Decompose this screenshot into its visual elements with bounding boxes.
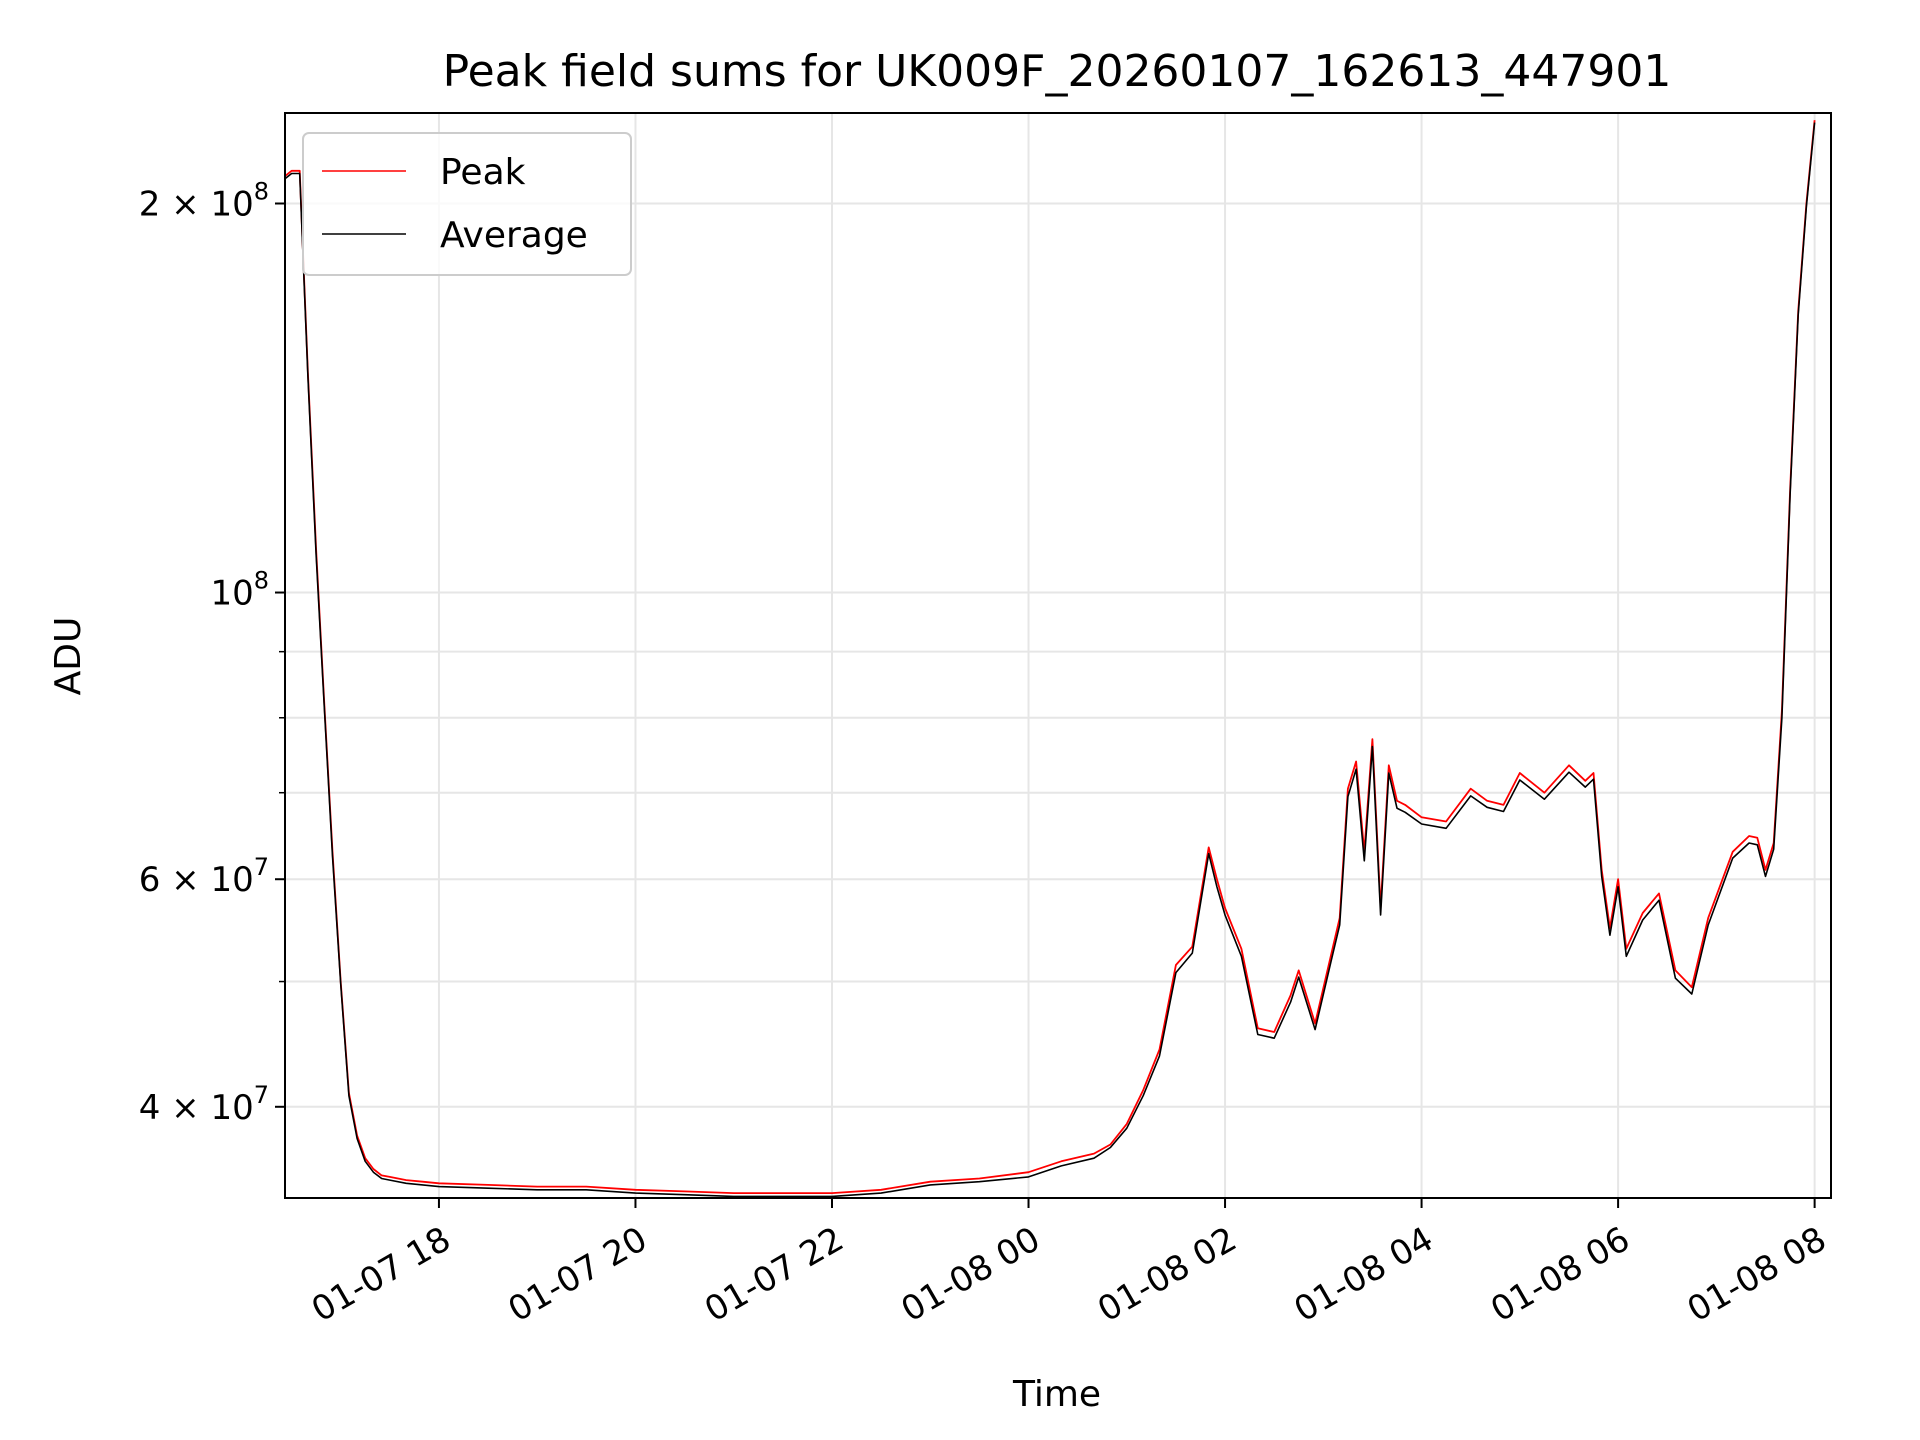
y-tick-label: 2 × 108 bbox=[139, 178, 269, 225]
plot-frame bbox=[284, 112, 1832, 1199]
y-tick-label: 6 × 107 bbox=[139, 853, 269, 900]
series-layer bbox=[285, 120, 1816, 1198]
y-tick-label: 4 × 107 bbox=[139, 1081, 269, 1128]
y-axis-label: ADU bbox=[48, 617, 89, 696]
legend-label-average: Average bbox=[440, 215, 588, 256]
x-axis-label: Time bbox=[1012, 1374, 1101, 1415]
legend: Peak Average bbox=[302, 132, 632, 276]
y-tick-label: 108 bbox=[210, 567, 269, 614]
series-line-average bbox=[285, 122, 1816, 1198]
legend-label-peak: Peak bbox=[440, 152, 526, 193]
chart-title: Peak field sums for UK009F_20260107_1626… bbox=[443, 46, 1672, 97]
legend-box bbox=[302, 132, 632, 276]
series-line-peak bbox=[285, 120, 1816, 1194]
